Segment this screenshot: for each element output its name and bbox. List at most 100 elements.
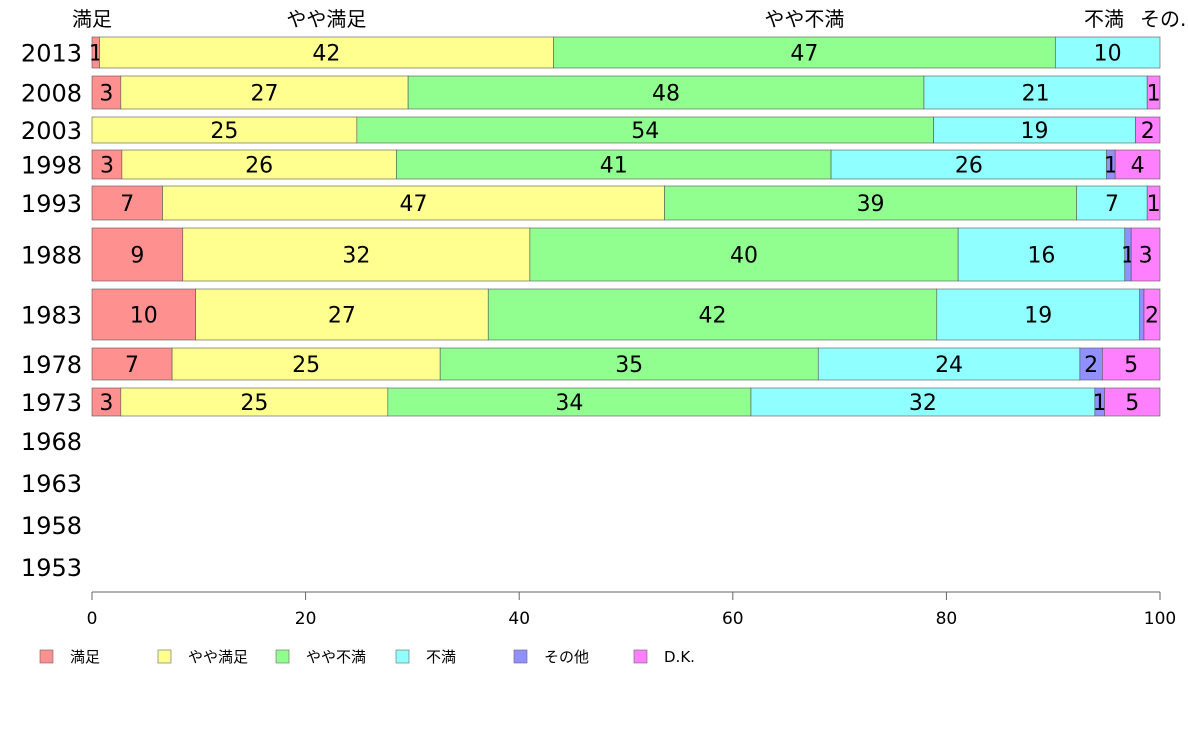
bar-segment [1135, 116, 1161, 144]
data-label: 26 [245, 154, 273, 179]
data-label: 25 [210, 119, 238, 144]
data-label: 3 [1139, 244, 1153, 269]
data-label: 16 [1027, 244, 1055, 269]
data-label: 10 [1094, 42, 1122, 67]
data-label: 42 [312, 42, 340, 67]
bar-segment [121, 149, 397, 180]
bar-segment [91, 75, 122, 110]
data-label: 4 [1131, 154, 1145, 179]
y-tick-label: 1983 [21, 302, 82, 330]
data-label: 1 [1147, 82, 1161, 107]
top-segment-label: その... [1140, 7, 1188, 31]
bar-segment [120, 75, 409, 110]
bar-segment [487, 288, 938, 341]
x-tick-label: 40 [508, 609, 530, 629]
bar-segment [91, 227, 184, 282]
bar-segment [529, 227, 959, 282]
bar-segment [664, 185, 1078, 221]
bar-segment [195, 288, 489, 341]
data-label: 2 [1084, 353, 1098, 378]
data-label: 7 [125, 353, 139, 378]
bar-segment [396, 149, 832, 180]
y-tick-label: 2008 [21, 80, 82, 108]
bar-segment [387, 387, 752, 417]
data-label: 41 [600, 154, 628, 179]
x-tick-label: 80 [936, 609, 958, 629]
data-label: 1 [1147, 192, 1161, 217]
bar-segment [91, 116, 358, 144]
x-tick-label: 20 [295, 609, 317, 629]
y-tick-label: 2013 [21, 40, 82, 68]
y-tick-label: 1958 [21, 512, 82, 540]
y-tick-label: 1998 [21, 152, 82, 180]
y-tick-label: 1988 [21, 242, 82, 270]
y-tick-label: 1963 [21, 470, 82, 498]
data-label: 40 [730, 244, 758, 269]
bar-segment [91, 347, 173, 381]
data-label: 32 [342, 244, 370, 269]
bar-segment [923, 75, 1148, 110]
data-label: 19 [1021, 119, 1049, 144]
bar-segment [120, 387, 389, 417]
data-label: 35 [615, 353, 643, 378]
legend-swatch [513, 649, 528, 664]
bar-segment [91, 288, 196, 341]
data-label: 32 [909, 391, 937, 416]
data-label: 5 [1124, 353, 1138, 378]
data-label: 48 [652, 82, 680, 107]
data-label: 26 [955, 154, 983, 179]
x-tick-label: 0 [87, 609, 98, 629]
data-label: 39 [857, 192, 885, 217]
x-tick-label: 60 [722, 609, 744, 629]
legend-label: やや不満 [306, 648, 366, 666]
bar-segment [439, 347, 819, 381]
y-tick-label: 1953 [21, 554, 82, 582]
bar-segment [957, 227, 1126, 282]
legend-swatch [395, 649, 410, 664]
legend-label: やや満足 [188, 648, 248, 666]
data-label: 42 [699, 304, 727, 329]
legend-swatch [275, 649, 290, 664]
top-segment-label: やや満足 [286, 7, 366, 31]
data-label: 1 [1104, 154, 1118, 179]
bar-segment [1146, 185, 1161, 221]
bar-segment [1139, 288, 1145, 341]
data-label: 47 [399, 192, 427, 217]
data-label: 34 [555, 391, 583, 416]
legend-label: その他 [544, 648, 589, 666]
data-label: 2 [1141, 119, 1155, 144]
bar-segment [933, 116, 1136, 144]
data-label: 9 [130, 244, 144, 269]
bar-segment [817, 347, 1081, 381]
legend-label: 不満 [426, 648, 456, 666]
data-label: 3 [99, 391, 113, 416]
bar-segment [1102, 347, 1161, 381]
data-label: 19 [1024, 304, 1052, 329]
bar-segment [1104, 387, 1161, 417]
data-label: 24 [935, 353, 963, 378]
data-label: 21 [1022, 82, 1050, 107]
data-label: 10 [130, 304, 158, 329]
bar-segment [356, 116, 934, 144]
data-label: 1 [1093, 391, 1107, 416]
top-segment-label: やや不満 [764, 7, 844, 31]
bar-segment [162, 185, 665, 221]
legend-swatch [39, 649, 54, 664]
data-label: 3 [100, 154, 114, 179]
top-segment-label: 不満 [1084, 7, 1124, 31]
bar-segment [91, 185, 163, 221]
y-tick-label: 2003 [21, 117, 82, 145]
data-label: 3 [99, 82, 113, 107]
legend-swatch [157, 649, 172, 664]
data-label: 7 [120, 192, 134, 217]
bar-segment [830, 149, 1107, 180]
bar-segment [1114, 149, 1161, 180]
legend-label: 満足 [70, 648, 100, 666]
data-label: 47 [790, 42, 818, 67]
y-tick-label: 1968 [21, 428, 82, 456]
y-tick-label: 1973 [21, 389, 82, 417]
data-label: 27 [328, 304, 356, 329]
data-label: 54 [631, 119, 659, 144]
bar-segment [407, 75, 925, 110]
